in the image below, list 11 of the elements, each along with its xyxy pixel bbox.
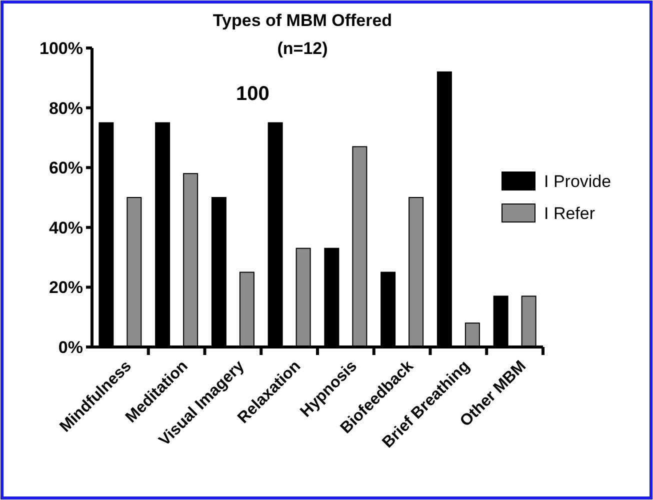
y-tick-label: 100% — [40, 38, 83, 58]
y-tick-label: 20% — [48, 278, 83, 298]
annotation: 100 — [236, 83, 270, 105]
legend-label: I Provide — [544, 172, 612, 191]
y-tick-label: 80% — [48, 98, 83, 118]
y-tick-label: 60% — [48, 158, 83, 178]
chart-title: Types of MBM Offered — [212, 11, 392, 30]
y-tick-label: 40% — [48, 218, 83, 238]
y-tick-label: 0% — [58, 338, 83, 357]
legend-label: I Refer — [544, 204, 596, 223]
chart-subtitle: (n=12) — [277, 39, 328, 58]
